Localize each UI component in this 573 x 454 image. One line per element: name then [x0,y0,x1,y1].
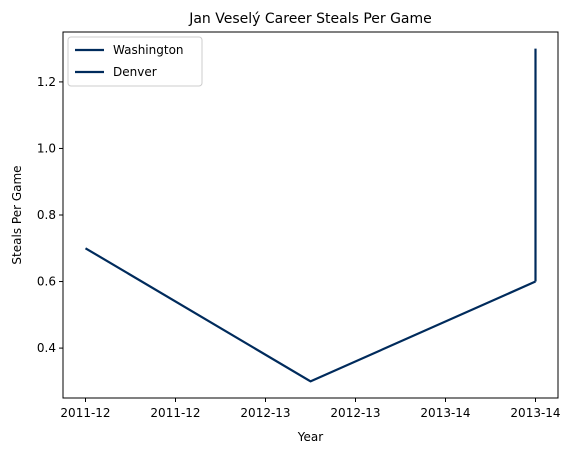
x-axis-label: Year [297,430,323,444]
y-tick-label: 1.2 [37,75,56,89]
y-tick-label: 1.0 [37,141,56,155]
x-tick-label: 2012-13 [330,406,380,420]
x-tick-label: 2011-12 [60,406,110,420]
legend: Washington Denver [67,36,203,87]
legend-label: Washington [113,43,184,57]
y-axis-label: Steals Per Game [10,165,24,264]
plot-area: 0.4 0.6 0.8 1.0 1.2 2011-12 2011-12 2012-13 2012… [37,31,561,420]
series-line-washington [84,247,536,383]
x-tick-label: 2013-14 [420,406,470,420]
legend-label: Denver [113,65,157,79]
y-tick-label: 0.8 [37,208,56,222]
chart-title: Jan Veselý Career Steals Per Game [188,11,432,27]
y-tick-label: 0.6 [37,275,56,289]
x-tick-label: 2011-12 [150,406,200,420]
y-tick-label: 0.4 [37,341,56,355]
x-tick-label: 2013-14 [510,406,560,420]
x-tick-label: 2012-13 [240,406,290,420]
plot-frame [62,31,559,399]
